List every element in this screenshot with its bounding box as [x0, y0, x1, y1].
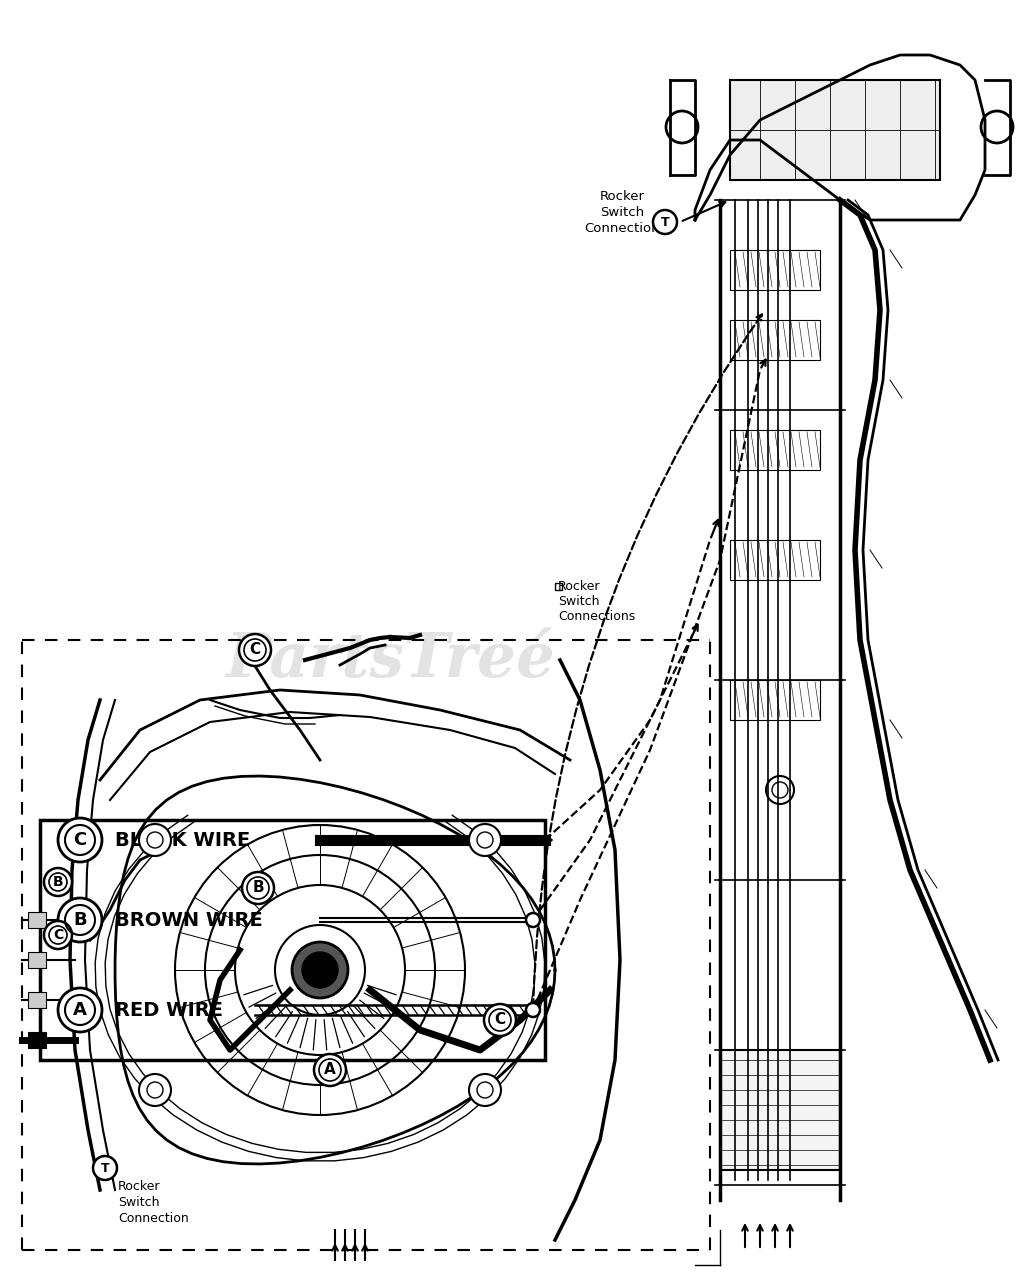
Circle shape: [93, 1156, 117, 1180]
Bar: [28, 992, 46, 1009]
Bar: [731, 540, 820, 580]
Circle shape: [58, 899, 102, 942]
Bar: [720, 1050, 840, 1170]
Text: C: C: [250, 643, 260, 658]
Bar: [731, 430, 820, 470]
Text: Rocker
Switch
Connection: Rocker Switch Connection: [118, 1180, 189, 1225]
Circle shape: [139, 1074, 171, 1106]
Circle shape: [58, 818, 102, 861]
Circle shape: [469, 824, 501, 856]
Text: C: C: [53, 928, 63, 942]
Text: C: C: [495, 1012, 506, 1028]
Text: Rocker
Switch
Connections: Rocker Switch Connections: [558, 580, 635, 623]
Text: B: B: [73, 911, 86, 929]
Text: BROWN WIRE: BROWN WIRE: [115, 910, 263, 929]
Circle shape: [653, 210, 677, 234]
Text: B: B: [252, 881, 264, 896]
Bar: [555, 582, 562, 590]
Circle shape: [292, 942, 348, 998]
Bar: [731, 320, 820, 360]
Text: PartsTreé: PartsTreé: [226, 630, 555, 690]
Circle shape: [666, 111, 698, 143]
Bar: [28, 952, 46, 968]
Text: T: T: [101, 1161, 110, 1175]
Circle shape: [58, 988, 102, 1032]
Circle shape: [239, 634, 271, 666]
Text: RED WIRE: RED WIRE: [115, 1001, 223, 1019]
Circle shape: [766, 776, 793, 804]
Text: C: C: [73, 831, 86, 849]
Circle shape: [526, 1004, 539, 1018]
Bar: [731, 680, 820, 719]
Text: A: A: [324, 1062, 336, 1078]
Bar: [28, 911, 46, 928]
Text: Rocker
Switch
Connection: Rocker Switch Connection: [584, 189, 659, 236]
Text: T: T: [660, 215, 670, 229]
Bar: [40, 820, 545, 1060]
Circle shape: [302, 952, 338, 988]
Text: BLACK WIRE: BLACK WIRE: [115, 831, 250, 850]
Bar: [28, 1032, 46, 1048]
Circle shape: [469, 1074, 501, 1106]
Circle shape: [44, 922, 72, 948]
Circle shape: [981, 111, 1013, 143]
Text: B: B: [53, 876, 63, 890]
Text: A: A: [73, 1001, 87, 1019]
Circle shape: [314, 1053, 346, 1085]
Circle shape: [242, 872, 274, 904]
Bar: [731, 79, 940, 180]
Circle shape: [526, 913, 539, 927]
Circle shape: [484, 1004, 516, 1036]
Circle shape: [139, 824, 171, 856]
Circle shape: [44, 868, 72, 896]
Bar: [731, 250, 820, 291]
